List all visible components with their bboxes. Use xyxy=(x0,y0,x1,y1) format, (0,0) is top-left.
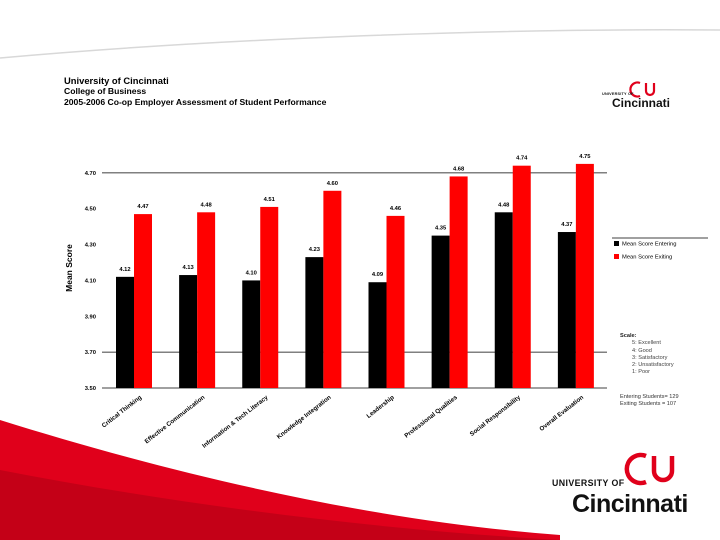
data-label: 4.10 xyxy=(246,270,257,276)
data-label: 4.09 xyxy=(372,272,384,278)
scale-item: 1: Poor xyxy=(632,369,651,376)
chart-bars: 4.12 4.13 4.10 4.23 4.09 4.35 4.48 4.37 4.47 4.48… xyxy=(116,154,594,388)
scale-item: 4: Good xyxy=(632,347,652,354)
legend-label: Mean Score Exiting xyxy=(622,255,672,261)
top-swoosh-line xyxy=(0,29,720,59)
category-label: Social Responsibility xyxy=(469,394,523,438)
bar-entering xyxy=(242,280,261,388)
bar-entering xyxy=(368,282,387,388)
bar-exiting xyxy=(575,163,594,388)
scale-item: 2: Unsatisfactory xyxy=(632,362,674,369)
data-label: 4.68 xyxy=(453,166,465,172)
bar-entering xyxy=(557,232,576,388)
legend-swatch xyxy=(614,254,619,259)
y-tick-label: 4.70 xyxy=(85,171,96,177)
category-label: Leadership xyxy=(365,394,395,420)
legend-swatch xyxy=(614,241,619,246)
data-label: 4.74 xyxy=(516,156,528,162)
scale-legend: Scale: 5: Excellent 4: Good 3: Satisfact… xyxy=(620,333,674,377)
y-axis: 3.50 3.70 3.90 4.10 4.30 4.50 4.70 xyxy=(85,171,96,392)
data-label: 4.51 xyxy=(264,197,276,203)
data-label: 4.13 xyxy=(182,265,194,271)
y-tick-label: 4.30 xyxy=(85,243,96,249)
bar-exiting xyxy=(197,212,216,388)
data-label: 4.23 xyxy=(309,247,321,253)
bottom-swoosh-line xyxy=(0,414,561,531)
bar-entering xyxy=(179,275,198,388)
bar-entering xyxy=(431,235,450,388)
data-label: 4.46 xyxy=(390,206,402,212)
bar-exiting xyxy=(512,165,531,388)
logo-university-of: UNIVERSITY OF xyxy=(602,92,634,96)
scale-item: 3: Satisfactory xyxy=(632,354,668,361)
x-axis-labels: Critical Thinking Effective Communication… xyxy=(101,394,586,450)
category-label: Knowledge Integration xyxy=(276,394,333,441)
y-axis-label: Mean Score xyxy=(64,244,74,292)
data-label: 4.35 xyxy=(435,226,447,232)
bar-exiting xyxy=(323,190,342,388)
data-label: 4.60 xyxy=(327,181,338,187)
bar-exiting xyxy=(134,214,152,388)
category-label: Effective Communication xyxy=(144,394,207,445)
chart-gridlines xyxy=(102,172,607,389)
chart-header: University of Cincinnati College of Busi… xyxy=(64,75,326,108)
uc-logo-small: UNIVERSITY OF Cincinnati xyxy=(600,80,676,116)
uc-monogram-icon xyxy=(624,452,675,486)
y-tick-label: 3.70 xyxy=(85,350,96,356)
logo-cincinnati: Cincinnati xyxy=(572,490,688,518)
data-label: 4.37 xyxy=(561,222,572,228)
y-tick-label: 4.10 xyxy=(85,278,96,284)
y-tick-label: 3.90 xyxy=(85,314,96,320)
logo-university-of: UNIVERSITY OF xyxy=(552,478,625,488)
category-label: Information & Tech Literacy xyxy=(201,394,270,450)
bar-entering xyxy=(494,212,513,388)
category-label: Overall Evaluation xyxy=(538,394,585,433)
data-label: 4.75 xyxy=(579,154,591,160)
data-label: 4.47 xyxy=(137,204,148,210)
data-label: 4.12 xyxy=(119,267,130,273)
scale-item: 5: Excellent xyxy=(632,340,661,347)
header-title: 2005-2006 Co-op Employer Assessment of S… xyxy=(64,97,327,107)
category-label: Critical Thinking xyxy=(101,394,144,429)
scale-heading: Scale: xyxy=(620,333,637,339)
bottom-red-band xyxy=(0,470,560,540)
exiting-count: Exiting Students = 107 xyxy=(620,401,677,408)
top-swoosh xyxy=(0,0,720,30)
bar-exiting xyxy=(260,206,279,388)
chart-legend: Mean Score Entering Mean Score Exiting xyxy=(612,237,708,261)
y-tick-label: 3.50 xyxy=(85,386,96,392)
logo-cincinnati: Cincinnati xyxy=(612,96,671,110)
uc-logo-large: UNIVERSITY OF Cincinnati xyxy=(550,452,700,518)
header-university: University of Cincinnati xyxy=(64,75,169,86)
uc-monogram-icon xyxy=(629,81,656,98)
bar-entering xyxy=(116,276,134,388)
bar-exiting xyxy=(449,176,468,388)
legend-label: Mean Score Entering xyxy=(622,242,676,248)
entering-count: Entering Students= 129 xyxy=(620,394,679,400)
bar-exiting xyxy=(386,215,405,388)
data-label: 4.48 xyxy=(200,202,212,208)
category-label: Professional Qualities xyxy=(403,394,459,440)
data-label: 4.48 xyxy=(498,202,510,208)
student-counts: Entering Students= 129 Exiting Students … xyxy=(620,394,679,409)
bar-entering xyxy=(305,257,324,388)
header-college: College of Business xyxy=(64,86,147,96)
y-tick-label: 4.50 xyxy=(85,207,96,213)
